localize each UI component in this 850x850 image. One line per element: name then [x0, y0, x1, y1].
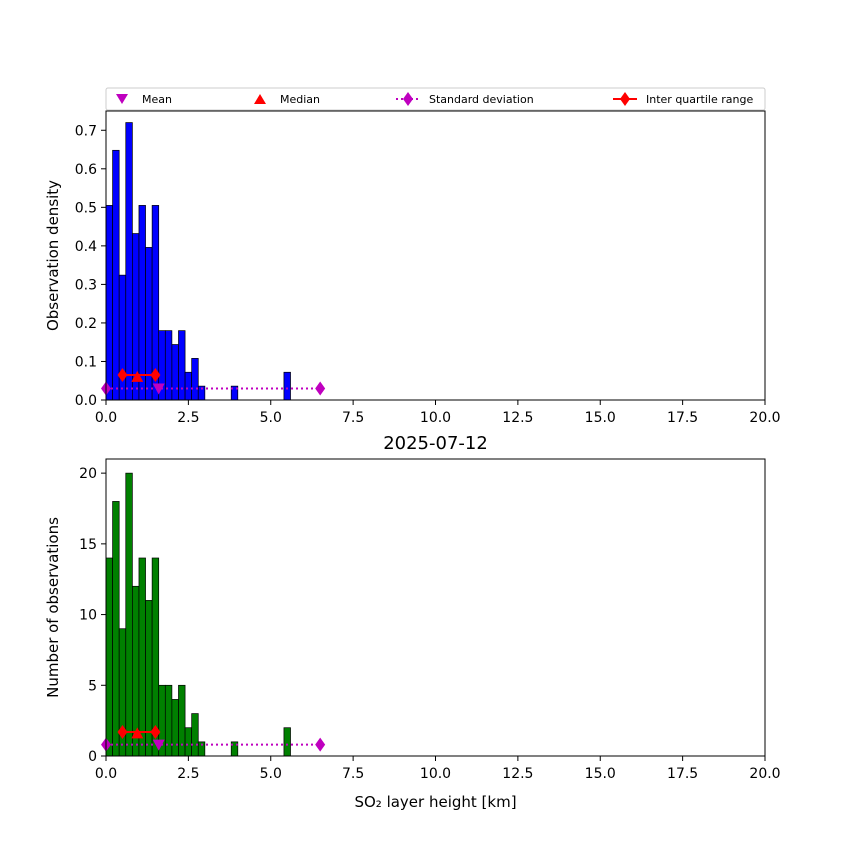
- density-bar-1: [112, 149, 120, 401]
- count-iqr-marker-end: [150, 724, 161, 739]
- count-x-axis-label: SO₂ layer height [km]: [354, 793, 516, 811]
- count-y-axis-label: Number of observations: [44, 517, 62, 698]
- count-bar-3: [125, 472, 133, 757]
- count-bar-16: [283, 727, 291, 757]
- count-x-tick-label-6: 15.0: [585, 766, 616, 782]
- legend: Mean Median Standard deviation Inter qua…: [105, 87, 766, 111]
- legend-entry-std: Standard deviation: [396, 92, 534, 106]
- count-x-tick-label-3: 7.5: [342, 766, 364, 782]
- count-bar-0: [105, 557, 113, 757]
- density-median-marker: [131, 370, 144, 382]
- legend-std-label: Standard deviation: [429, 93, 534, 106]
- density-x-tick-label-6: 15.0: [585, 410, 616, 426]
- density-x-tick-label-1: 2.5: [177, 410, 199, 426]
- count-x-tick-label-7: 17.5: [667, 766, 698, 782]
- density-x-tick-label-3: 7.5: [342, 410, 364, 426]
- density-iqr-marker-start: [117, 367, 128, 382]
- density-stat-markers: [101, 367, 326, 396]
- count-mean-marker: [152, 739, 165, 751]
- count-chart-title: 2025-07-12: [383, 433, 488, 454]
- legend-std-marker: [403, 92, 413, 106]
- density-bar-16: [283, 371, 291, 401]
- density-y-tick-label-1: 0.1: [75, 354, 97, 370]
- legend-mean-label: Mean: [142, 93, 172, 106]
- density-bar-6: [145, 247, 153, 401]
- legend-iqr-marker: [620, 92, 630, 106]
- legend-mean-marker: [116, 94, 128, 104]
- legend-frame: [105, 87, 766, 111]
- count-plot: 0.0 2.5 5.0 7.5 10.0 12.5 15.0 17.5 20.0 0 5 10 15 2…: [44, 433, 781, 811]
- count-bar-1: [112, 501, 120, 757]
- legend-entry-iqr: Inter quartile range: [613, 92, 753, 106]
- density-bar-10: [171, 344, 179, 401]
- density-bar-12: [184, 371, 193, 401]
- legend-median-marker: [254, 94, 266, 104]
- density-x-tick-label-2: 5.0: [260, 410, 282, 426]
- density-x-tick-label-7: 17.5: [667, 410, 698, 426]
- count-y-tick-label-4: 20: [79, 466, 97, 482]
- legend-iqr-label: Inter quartile range: [646, 93, 753, 106]
- count-bar-5: [138, 557, 146, 757]
- density-bar-9: [164, 330, 173, 401]
- density-y-tick-label-7: 0.7: [75, 123, 97, 139]
- density-y-tick-label-4: 0.4: [75, 239, 97, 255]
- density-y-tick-label-2: 0.2: [75, 316, 97, 332]
- count-y-tick-label-1: 5: [88, 678, 97, 694]
- density-y-tick-label-0: 0.0: [75, 393, 97, 409]
- count-iqr-marker-start: [117, 724, 128, 739]
- count-stat-markers: [101, 724, 326, 752]
- count-median-marker: [131, 727, 144, 739]
- density-y-tick-label-5: 0.5: [75, 200, 97, 216]
- density-bar-13: [191, 358, 199, 401]
- legend-median-label: Median: [280, 93, 320, 106]
- count-y-tick-label-3: 15: [79, 537, 97, 553]
- count-x-tick-label-0: 0.0: [95, 766, 117, 782]
- count-y-ticks: 0 5 10 15 20: [79, 466, 106, 765]
- density-iqr-marker-end: [150, 367, 161, 382]
- count-bar-13: [191, 713, 199, 757]
- count-x-tick-label-4: 10.0: [420, 766, 451, 782]
- density-y-ticks: 0.0 0.1 0.2 0.3 0.4 0.5 0.6 0.7: [75, 123, 106, 409]
- count-x-ticks: 0.0 2.5 5.0 7.5 10.0 12.5 15.0 17.5 20.0: [95, 756, 781, 782]
- count-x-tick-label-5: 12.5: [502, 766, 533, 782]
- density-x-ticks: 0.0 2.5 5.0 7.5 10.0 12.5 15.0 17.5 20.0: [95, 400, 781, 426]
- density-bar-5: [138, 205, 146, 401]
- count-bar-12: [184, 727, 193, 757]
- legend-entry-median: Median: [254, 93, 320, 106]
- count-y-tick-label-0: 0: [88, 749, 97, 765]
- count-x-tick-label-8: 20.0: [749, 766, 780, 782]
- count-x-tick-label-2: 5.0: [260, 766, 282, 782]
- count-x-tick-label-1: 2.5: [177, 766, 199, 782]
- density-std-marker-end: [315, 381, 326, 396]
- density-x-tick-label-5: 12.5: [502, 410, 533, 426]
- density-bar-11: [178, 330, 186, 401]
- density-x-tick-label-4: 10.0: [420, 410, 451, 426]
- density-y-tick-label-6: 0.6: [75, 162, 97, 178]
- density-plot: 0.0 2.5 5.0 7.5 10.0 12.5 15.0 17.5 20.0 0.00.10…: [44, 110, 781, 426]
- density-x-tick-label-8: 20.0: [749, 410, 780, 426]
- count-std-marker-end: [315, 737, 326, 752]
- count-bar-10: [171, 699, 179, 757]
- density-y-axis-label: Observation density: [44, 180, 62, 331]
- legend-entry-mean: Mean: [116, 93, 172, 106]
- density-bar-0: [105, 205, 113, 401]
- count-y-tick-label-2: 10: [79, 608, 97, 624]
- density-y-tick-label-3: 0.3: [75, 277, 97, 293]
- density-x-tick-label-0: 0.0: [95, 410, 117, 426]
- density-mean-marker: [152, 383, 165, 395]
- density-bar-3: [125, 122, 133, 401]
